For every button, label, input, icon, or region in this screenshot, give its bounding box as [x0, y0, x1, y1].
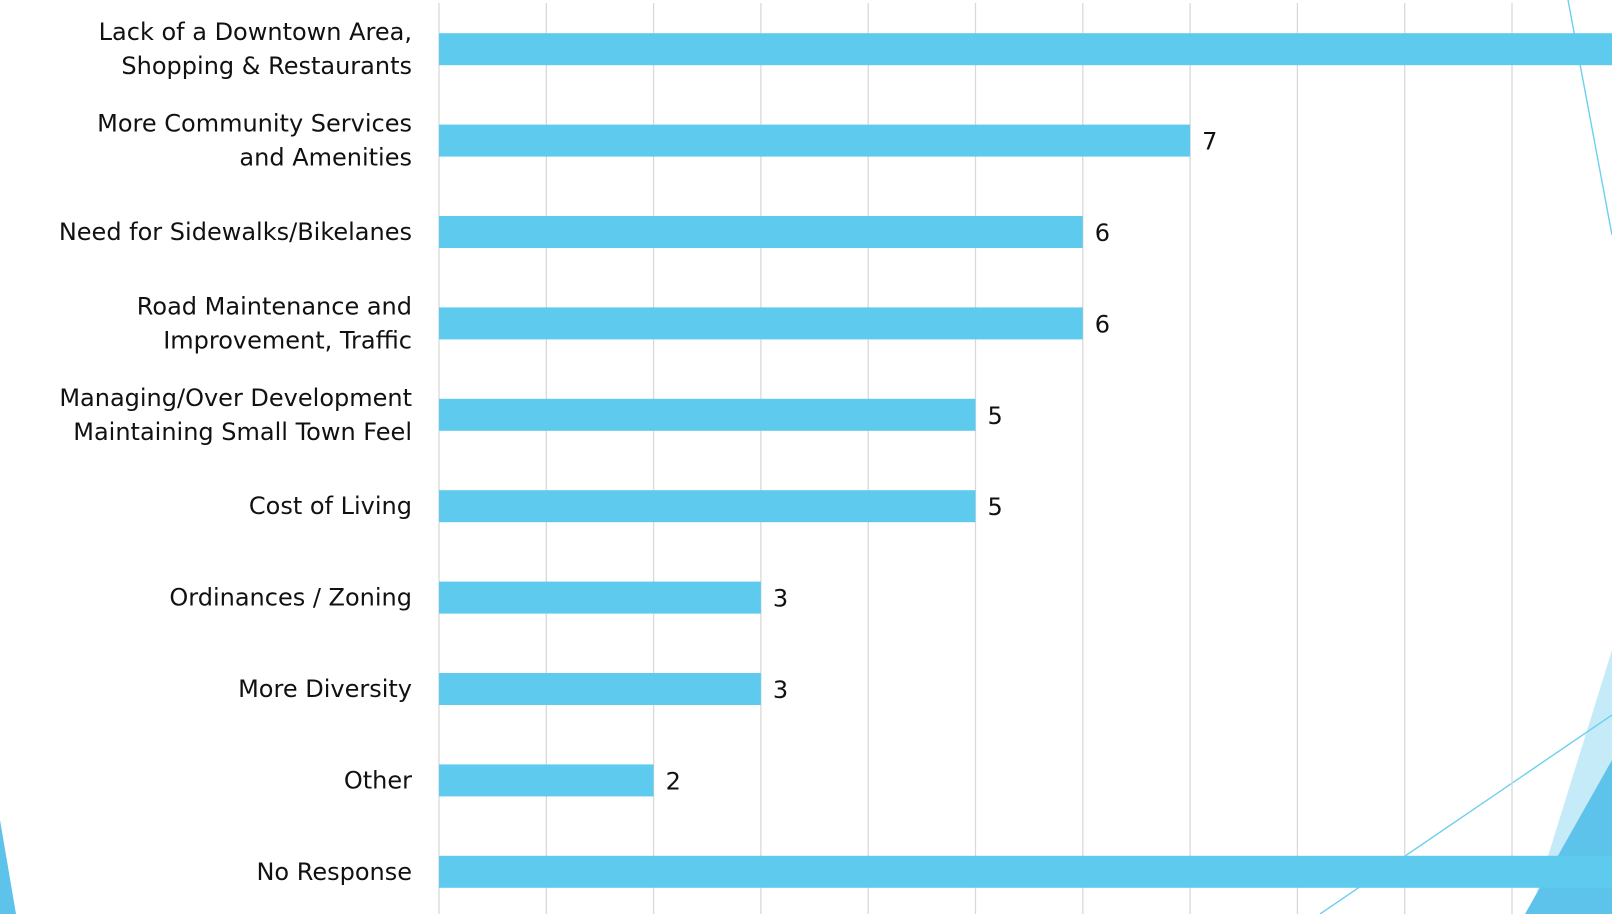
bar	[439, 581, 761, 614]
bar	[439, 216, 1083, 248]
category-label: Lack of a Downtown Area,	[99, 18, 412, 46]
bar	[439, 124, 1191, 157]
data-label: 6	[1095, 310, 1110, 338]
bar	[439, 855, 1612, 888]
bar	[439, 490, 976, 523]
data-label: 3	[773, 585, 788, 613]
bar	[439, 307, 1083, 340]
data-label: 5	[988, 493, 1003, 521]
data-label: 2	[666, 767, 681, 795]
category-label: Improvement, Traffic	[163, 326, 412, 354]
bar	[439, 33, 1612, 66]
bars	[439, 33, 1612, 888]
data-label: 5	[988, 402, 1003, 430]
data-label: 6	[1095, 219, 1110, 247]
category-label: Other	[344, 766, 412, 794]
category-label: No Response	[256, 858, 412, 886]
bar	[439, 673, 761, 705]
bar	[439, 764, 654, 797]
category-label: Managing/Over Development	[59, 384, 412, 412]
data-label: 3	[773, 676, 788, 704]
category-label: Need for Sidewalks/Bikelanes	[59, 218, 412, 246]
category-label: More Community Services	[97, 110, 412, 138]
data-labels: 217665533217	[666, 128, 1218, 796]
category-label: Maintaining Small Town Feel	[73, 418, 412, 446]
category-label: More Diversity	[238, 675, 412, 703]
category-label: Shopping & Restaurants	[121, 52, 412, 80]
category-label: and Amenities	[239, 144, 412, 172]
left-edge-sliver	[0, 820, 16, 914]
category-labels: Lack of a Downtown Area, Shopping & Resta…	[59, 18, 412, 886]
data-label: 7	[1202, 128, 1217, 156]
category-label: Cost of Living	[249, 492, 412, 520]
category-label: Road Maintenance and	[137, 292, 412, 320]
category-label: Ordinances / Zoning	[169, 584, 412, 612]
bar	[439, 398, 976, 431]
